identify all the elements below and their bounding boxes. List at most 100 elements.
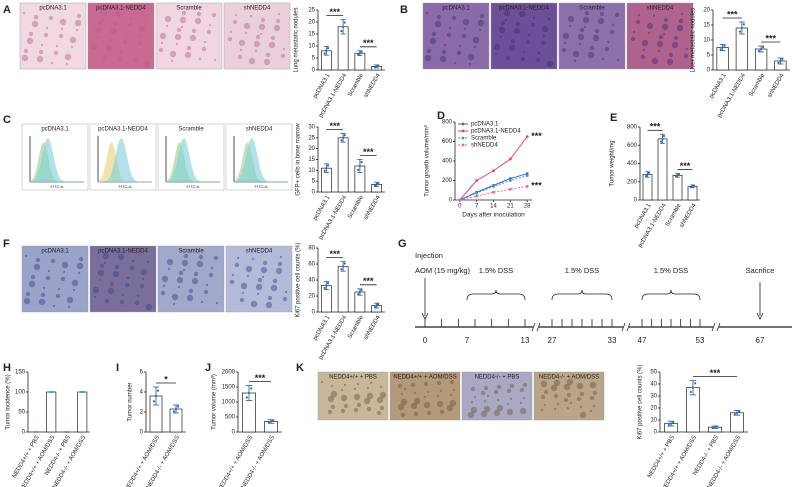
image-texture	[255, 283, 263, 291]
legend-marker	[461, 129, 465, 133]
y-tick-label: 600	[442, 139, 453, 145]
data-dot	[677, 173, 681, 176]
image-texture	[102, 55, 108, 61]
y-tick-label: 0	[634, 198, 638, 204]
data-dot	[325, 49, 328, 52]
image-texture	[205, 283, 209, 287]
image-texture	[277, 12, 281, 16]
image-texture	[93, 295, 97, 299]
image-texture	[353, 387, 357, 391]
image-texture	[458, 44, 462, 48]
y-tick-label: 80	[308, 246, 315, 252]
image-texture	[410, 382, 416, 388]
image-texture	[126, 276, 130, 280]
x-axis-label: Days after inoculation	[462, 212, 525, 219]
image-texture	[656, 40, 664, 48]
image-texture	[452, 388, 456, 392]
image-texture	[119, 50, 123, 54]
image-texture	[186, 294, 194, 302]
image-texture	[284, 290, 288, 294]
image-texture	[503, 9, 511, 17]
y-tick-label: 30	[650, 394, 657, 400]
data-dot	[723, 44, 726, 47]
image-texture	[320, 380, 324, 384]
significance-label: ***	[363, 38, 374, 48]
image-texture	[400, 412, 406, 418]
image-texture	[206, 29, 212, 35]
image-texture	[446, 404, 454, 412]
image-texture	[115, 10, 123, 18]
y-tick-label: 5	[312, 56, 316, 62]
data-dot	[64, 430, 67, 434]
image-texture	[57, 287, 61, 291]
image-texture	[397, 403, 405, 411]
image-texture	[441, 49, 447, 55]
image-texture	[52, 304, 56, 308]
image-texture	[431, 31, 437, 37]
image-texture	[33, 14, 39, 20]
data-dot	[669, 422, 673, 425]
panel-letter: B	[400, 4, 408, 16]
image-texture	[478, 28, 482, 32]
image-texture	[241, 291, 245, 295]
image-texture	[280, 53, 286, 59]
image-texture	[540, 380, 548, 388]
significance-label: ***	[765, 33, 776, 43]
data-dot	[377, 182, 380, 185]
image-texture	[353, 407, 359, 413]
y-tick-label: 150	[15, 370, 26, 376]
data-dot	[377, 303, 380, 306]
bar	[337, 266, 349, 313]
image-texture	[583, 25, 587, 29]
data-dot	[323, 169, 326, 172]
image-texture	[601, 57, 605, 61]
image-texture	[165, 24, 169, 28]
image-texture	[121, 293, 125, 297]
image-texture	[353, 393, 361, 401]
data-dot	[358, 52, 361, 55]
panel-letter: E	[610, 112, 617, 124]
image-texture	[496, 398, 500, 402]
image-texture	[456, 50, 462, 56]
image-texture	[171, 293, 179, 301]
image-texture	[58, 33, 64, 39]
significance-label: ***	[531, 131, 542, 141]
significance-label: ***	[329, 7, 340, 17]
image-texture	[566, 392, 572, 398]
y-tick-label: 15	[308, 157, 315, 163]
image-texture	[506, 402, 510, 406]
image-texture	[614, 12, 620, 18]
image-texture	[33, 263, 41, 271]
image-texture	[611, 23, 615, 27]
y-tick-label: 10	[650, 418, 657, 424]
image-texture	[413, 391, 417, 395]
data-dot	[360, 288, 363, 292]
image-texture	[134, 300, 140, 306]
data-dot	[721, 46, 724, 49]
end-label: Sacrifice	[746, 266, 775, 275]
timeline-break-gap	[533, 323, 539, 331]
image-texture	[436, 14, 442, 20]
timeline-tick-label: 33	[608, 336, 617, 345]
image-texture	[572, 50, 580, 58]
bar	[672, 175, 683, 201]
image-texture	[272, 278, 278, 284]
image	[317, 371, 389, 421]
image-texture	[403, 387, 407, 391]
x-tick-label: 14	[490, 204, 497, 210]
series-marker	[458, 198, 462, 202]
y-axis-label: Tumor number	[128, 382, 134, 421]
timeline-tick-label: 47	[638, 336, 647, 345]
image-texture	[479, 13, 485, 19]
image-texture	[519, 401, 523, 405]
image-texture	[251, 257, 255, 261]
image-label: pcDNA3.1	[442, 6, 470, 12]
image-texture	[169, 50, 177, 58]
data-dot	[373, 66, 377, 69]
image	[461, 371, 533, 421]
image-texture	[231, 273, 235, 277]
y-tick-label: 0	[22, 430, 26, 436]
image-texture	[177, 285, 181, 289]
image-texture	[376, 396, 384, 404]
data-dot	[733, 413, 736, 416]
